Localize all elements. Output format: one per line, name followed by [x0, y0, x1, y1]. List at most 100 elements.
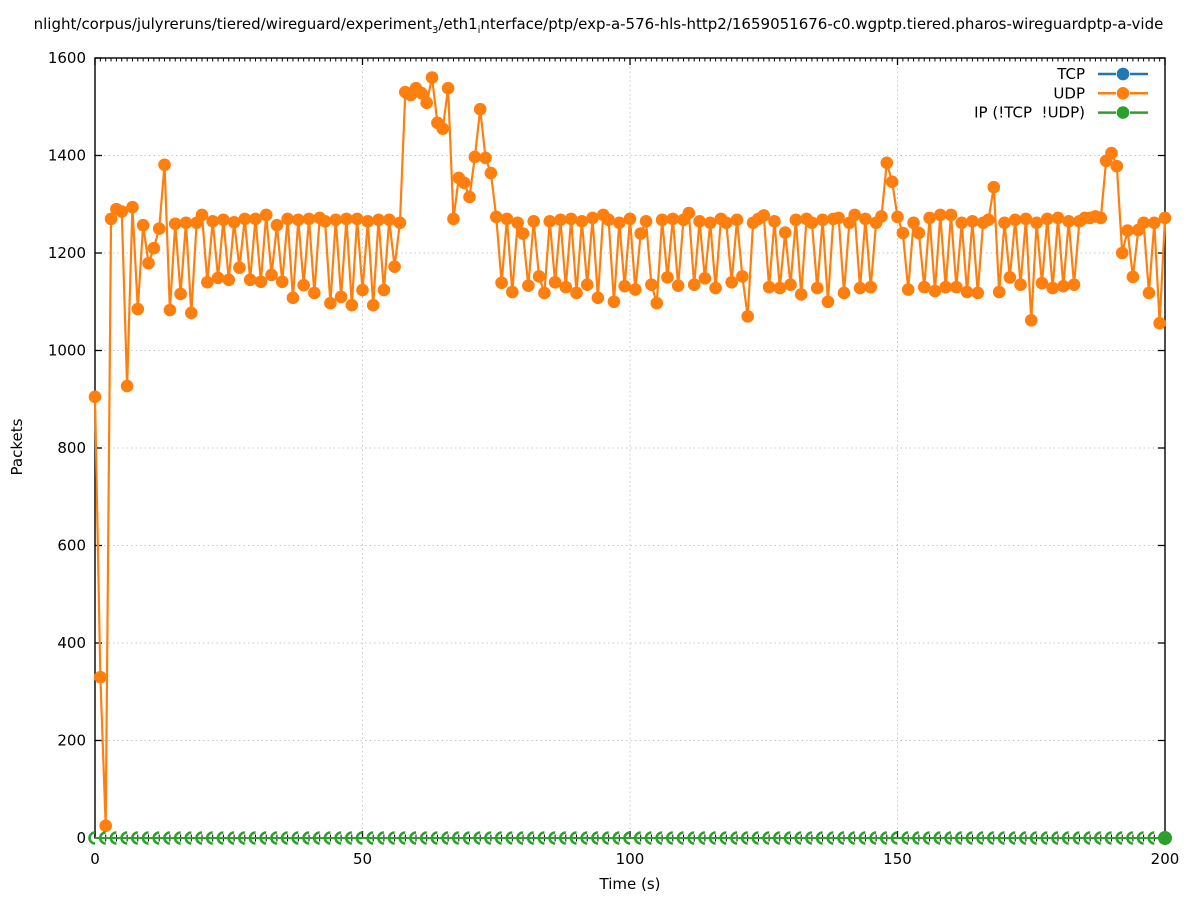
y-tick-label: 1600 — [48, 49, 86, 67]
ip-point — [676, 831, 684, 845]
udp-point — [377, 283, 391, 297]
ip-point — [409, 831, 417, 845]
udp-point — [506, 285, 519, 299]
ip-point — [762, 831, 770, 845]
udp-point — [591, 291, 605, 305]
udp-point — [1024, 313, 1038, 327]
ip-point — [302, 831, 310, 845]
udp-point — [580, 278, 594, 291]
udp-point — [254, 275, 268, 289]
udp-point — [372, 213, 385, 227]
legend-label: IP (!TCP !UDP) — [974, 104, 1085, 122]
x-tick-label: 0 — [90, 850, 100, 868]
udp-point — [928, 284, 942, 298]
udp-point — [174, 287, 187, 301]
udp-point — [859, 212, 872, 226]
udp-point — [907, 216, 920, 230]
title-segment: nterface/ptp/exp-a-576-hls-http2/1659051… — [480, 15, 1164, 33]
udp-point — [885, 175, 899, 189]
y-tick-label: 0 — [76, 829, 86, 847]
udp-point — [543, 215, 557, 228]
udp-point — [1158, 211, 1172, 225]
udp-point — [88, 390, 102, 404]
udp-point — [329, 213, 343, 227]
udp-point — [778, 226, 792, 239]
udp-point — [575, 215, 589, 228]
udp-point — [152, 222, 166, 235]
udp-series — [88, 71, 1172, 833]
ip-point — [173, 831, 181, 845]
ip-point — [1104, 831, 1112, 845]
udp-point — [810, 281, 824, 295]
udp-point — [168, 217, 182, 231]
udp-point — [243, 273, 257, 287]
udp-point — [645, 278, 658, 291]
ip-point — [216, 831, 224, 845]
legend-marker — [1116, 67, 1130, 81]
ip-point — [505, 831, 513, 845]
udp-point — [302, 212, 316, 226]
legend-marker — [1116, 106, 1130, 119]
udp-point — [361, 215, 375, 228]
udp-point — [923, 211, 936, 225]
udp-point — [559, 280, 573, 294]
y-tick-label: 800 — [57, 439, 86, 457]
udp-point — [484, 166, 498, 180]
title-subscript: i — [477, 25, 481, 36]
udp-point — [468, 150, 482, 164]
udp-point — [891, 210, 904, 224]
chart-title: nlight/corpus/julyreruns/tiered/wireguar… — [34, 15, 1164, 40]
ip-point — [901, 831, 909, 845]
ip-point — [419, 831, 427, 845]
ip-point — [1008, 831, 1016, 845]
ip-point — [655, 831, 663, 845]
ip-point — [559, 831, 567, 845]
udp-point — [1105, 146, 1118, 160]
udp-point — [1121, 224, 1134, 237]
ip-point — [88, 831, 96, 845]
udp-point — [516, 227, 530, 240]
legend-entry-udp: UDP — [1053, 84, 1148, 102]
udp-point — [698, 272, 712, 285]
ip-point — [1115, 831, 1123, 845]
udp-point — [538, 286, 551, 300]
udp-point — [447, 212, 460, 226]
ip-point — [195, 831, 203, 845]
ip-point — [698, 831, 706, 845]
udp-point — [944, 208, 958, 222]
udp-point — [757, 209, 771, 222]
udp-point — [773, 281, 787, 295]
udp-point — [955, 216, 968, 230]
udp-point — [554, 213, 567, 227]
ip-point — [1040, 831, 1048, 845]
udp-point — [816, 213, 829, 227]
udp-point — [864, 280, 878, 294]
y-tick-label: 600 — [57, 537, 86, 555]
udp-point — [120, 379, 134, 393]
udp-point — [201, 275, 214, 289]
y-tick-labels: 0 200 400 600 800 1000 1200 1400 1600 — [48, 49, 86, 847]
udp-point — [334, 290, 348, 304]
udp-point — [281, 212, 294, 226]
ip-point — [452, 831, 460, 845]
ip-point — [794, 831, 802, 845]
udp-point — [179, 216, 193, 230]
udp-point — [147, 241, 161, 255]
ip-point — [312, 831, 320, 845]
udp-point — [1035, 276, 1049, 290]
y-tick-label: 1000 — [48, 342, 86, 360]
udp-point — [762, 280, 776, 294]
ip-point — [666, 831, 674, 845]
ip-point — [987, 831, 995, 845]
ip-point — [880, 831, 888, 845]
ip-point — [141, 831, 149, 845]
ip-point — [516, 831, 524, 845]
udp-point — [238, 212, 252, 226]
udp-point — [1057, 279, 1070, 293]
udp-point — [1046, 281, 1059, 295]
ip-point — [259, 831, 267, 845]
ip-point — [323, 831, 331, 845]
ip-point — [1019, 831, 1027, 845]
